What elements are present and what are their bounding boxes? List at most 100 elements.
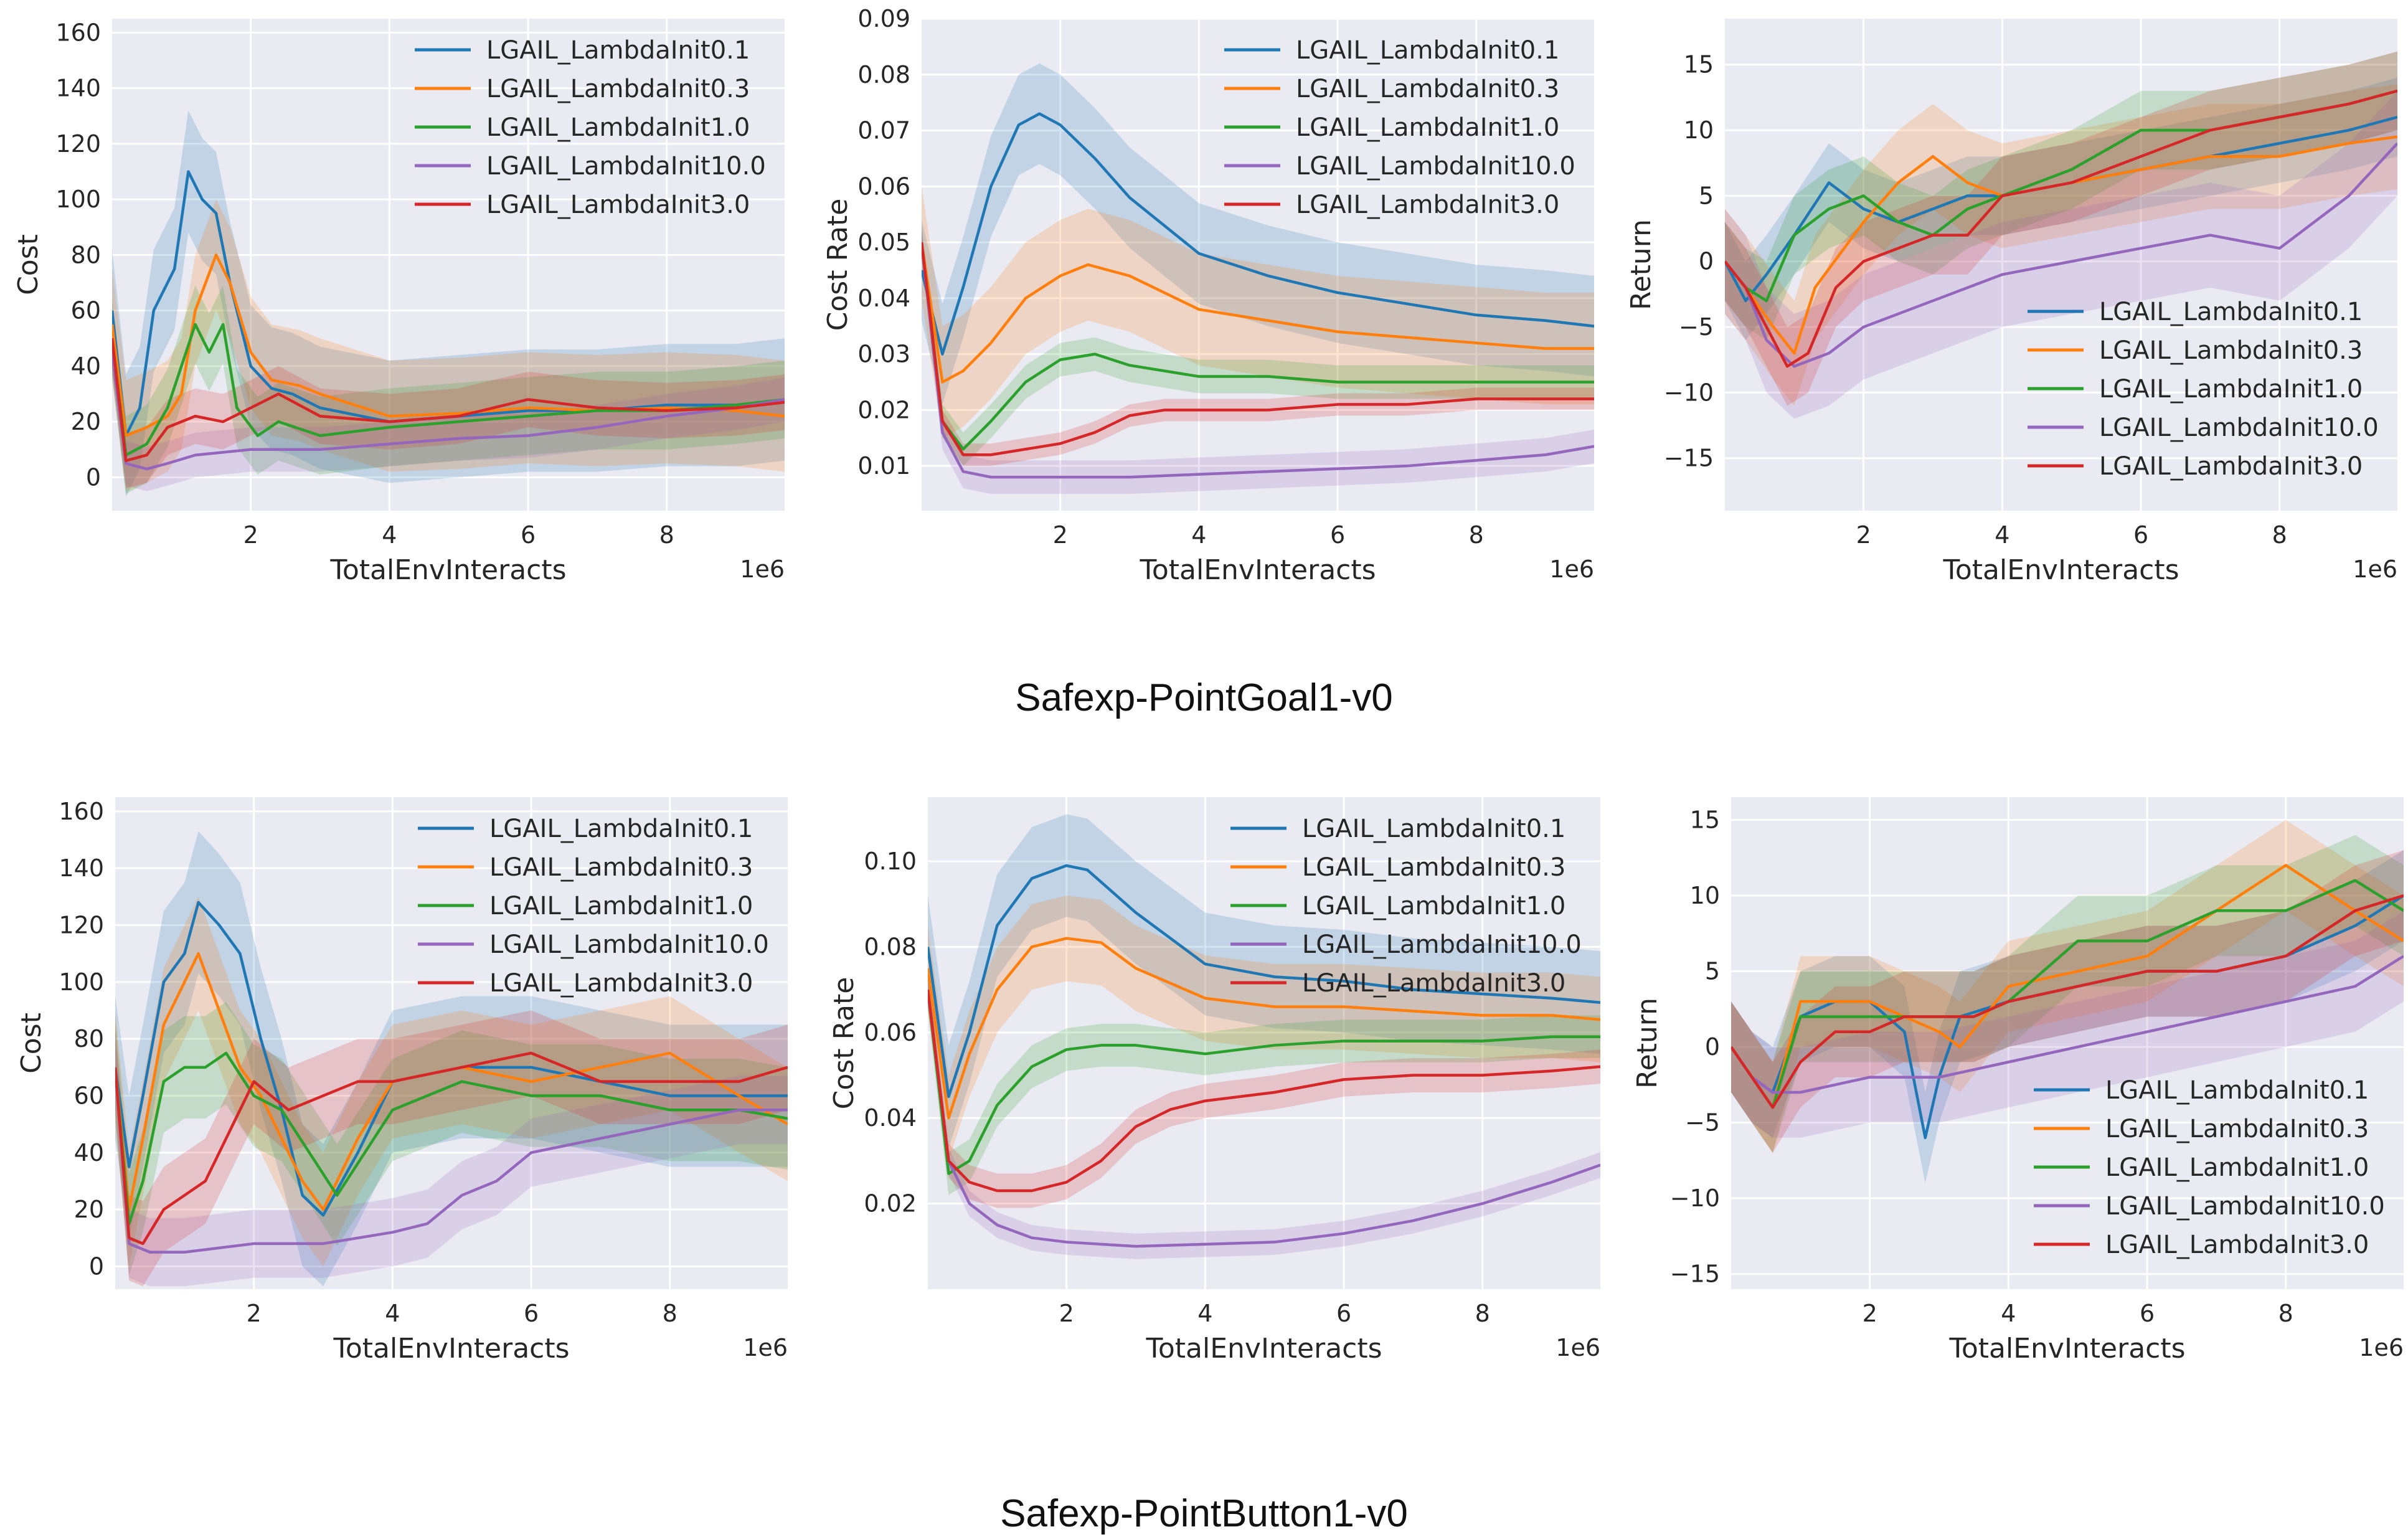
y-tick-label: 0.09 (857, 5, 910, 32)
y-tick-label: −10 (1664, 379, 1714, 406)
series-band (922, 63, 1594, 405)
legend-label: LGAIL_LambdaInit10.0 (1296, 152, 1575, 181)
chart-1: 2 4 6 8020406080100120140160TotalEnvInterac… (12, 19, 785, 586)
y-tick-label: 0 (1705, 1033, 1720, 1061)
series-band (928, 896, 1600, 1161)
legend-label: LGAIL_LambdaInit3.0 (2099, 452, 2363, 481)
series-band (922, 225, 1594, 466)
legend-label: LGAIL_LambdaInit1.0 (486, 113, 750, 142)
x-tick-label: 4 (1191, 521, 1206, 549)
legend-label: LGAIL_LambdaInit10.0 (1302, 930, 1582, 959)
x-tick-label: 4 (2001, 1300, 2016, 1327)
legend-label: LGAIL_LambdaInit0.3 (489, 853, 753, 882)
series-band (1725, 51, 2397, 406)
y-tick-label: 0.08 (864, 933, 917, 960)
x-offset-label: 1e6 (1556, 1334, 1600, 1361)
series-band (928, 814, 1600, 1148)
y-axis-label: Cost (16, 1013, 47, 1074)
x-tick-label: 8 (663, 1300, 678, 1327)
y-tick-label: 0.07 (857, 117, 910, 144)
x-axis-label: TotalEnvInteracts (333, 1333, 569, 1364)
y-tick-label: 40 (74, 1139, 104, 1166)
y-tick-label: 0.04 (857, 285, 910, 312)
chart-3: 2 4 6 8 −15 −10 −5 0 5 10 15 TotalEnvInteracts 1e6 Re… (1625, 19, 2397, 586)
x-tick-label: 8 (1475, 1300, 1490, 1327)
legend-label: LGAIL_LambdaInit0.1 (1296, 36, 1559, 65)
series-band (112, 110, 785, 497)
legend-label: LGAIL_LambdaInit3.0 (1302, 969, 1565, 998)
plot-area (928, 797, 1600, 1289)
x-tick-label: 6 (521, 521, 536, 549)
series-band (928, 977, 1600, 1259)
y-tick-label: 100 (59, 968, 104, 996)
x-offset-label: 1e6 (1549, 556, 1594, 583)
series-band (1725, 51, 2397, 341)
series-line (1725, 142, 2397, 368)
y-tick-label: 120 (59, 911, 104, 939)
legend-label: LGAIL_LambdaInit10.0 (2099, 414, 2379, 442)
legend-label: LGAIL_LambdaInit10.0 (2105, 1192, 2385, 1221)
y-tick-label: 140 (55, 75, 101, 102)
y-tick-label: 0 (86, 463, 101, 491)
y-tick-label: 140 (59, 854, 104, 882)
legend-label: LGAIL_LambdaInit10.0 (489, 930, 769, 959)
x-tick-label: 6 (524, 1300, 539, 1327)
series-line (1731, 955, 2404, 1094)
legend-label: LGAIL_LambdaInit0.1 (2099, 298, 2363, 326)
y-tick-label: 0.06 (857, 173, 910, 200)
x-axis-label: TotalEnvInteracts (1145, 1333, 1382, 1364)
y-tick-label: 80 (71, 241, 101, 268)
series-band (112, 199, 785, 491)
legend-label: LGAIL_LambdaInit0.1 (1302, 815, 1565, 843)
y-axis-label: Cost Rate (828, 977, 860, 1110)
series-band (112, 310, 785, 489)
series-band (922, 231, 1594, 466)
legend-label: LGAIL_LambdaInit3.0 (2105, 1231, 2369, 1259)
series-band (115, 1010, 788, 1287)
x-offset-label: 1e6 (2359, 1334, 2404, 1361)
series-band (1725, 90, 2397, 419)
legend-label: LGAIL_LambdaInit3.0 (1296, 191, 1559, 219)
series-band (1725, 84, 2397, 406)
y-tick-label: 0 (89, 1252, 104, 1280)
legend-label: LGAIL_LambdaInit0.1 (2105, 1076, 2369, 1105)
x-axis-label: TotalEnvInteracts (1139, 554, 1376, 586)
group-title-pointgoal: Safexp-PointGoal1-v0 (1015, 676, 1393, 719)
x-tick-label: 2 (243, 521, 258, 549)
series-band (922, 225, 1594, 494)
plot-series (928, 814, 1600, 1259)
y-tick-label: 5 (1699, 182, 1714, 209)
y-tick-label: 160 (59, 798, 104, 825)
y-tick-label: 0.04 (864, 1104, 917, 1132)
y-tick-label: −15 (1670, 1260, 1720, 1288)
x-offset-label: 1e6 (740, 556, 785, 583)
y-tick-label: 0.02 (864, 1190, 917, 1218)
series-band (1731, 850, 2404, 1153)
y-axis-label: Cost Rate (822, 199, 854, 331)
y-axis-label: Cost (12, 234, 44, 295)
x-tick-label: 4 (1197, 1300, 1212, 1327)
series-band (928, 972, 1600, 1208)
x-axis-label: TotalEnvInteracts (1948, 1333, 2185, 1364)
series-band (1731, 850, 2404, 1183)
plot-series (115, 831, 788, 1287)
x-tick-label: 6 (1330, 521, 1345, 549)
y-tick-label: 80 (74, 1025, 104, 1052)
legend-label: LGAIL_LambdaInit0.3 (2099, 336, 2363, 365)
series-line (1725, 135, 2397, 355)
group-title-pointbutton: Safexp-PointButton1-v0 (1000, 1492, 1408, 1535)
x-tick-label: 8 (2272, 521, 2287, 549)
legend-label: LGAIL_LambdaInit0.1 (489, 815, 753, 843)
plot-area (922, 19, 1594, 511)
y-tick-label: 0.03 (857, 341, 910, 368)
plot-series (922, 63, 1594, 494)
y-tick-label: 0.06 (864, 1019, 917, 1046)
legend-label: LGAIL_LambdaInit1.0 (1302, 892, 1565, 920)
legend-label: LGAIL_LambdaInit3.0 (489, 969, 753, 998)
y-axis-label: Return (1631, 998, 1663, 1089)
series-line (928, 864, 1600, 1099)
series-band (1731, 820, 2404, 1153)
series-line (928, 989, 1600, 1193)
y-tick-label: −15 (1664, 445, 1714, 472)
